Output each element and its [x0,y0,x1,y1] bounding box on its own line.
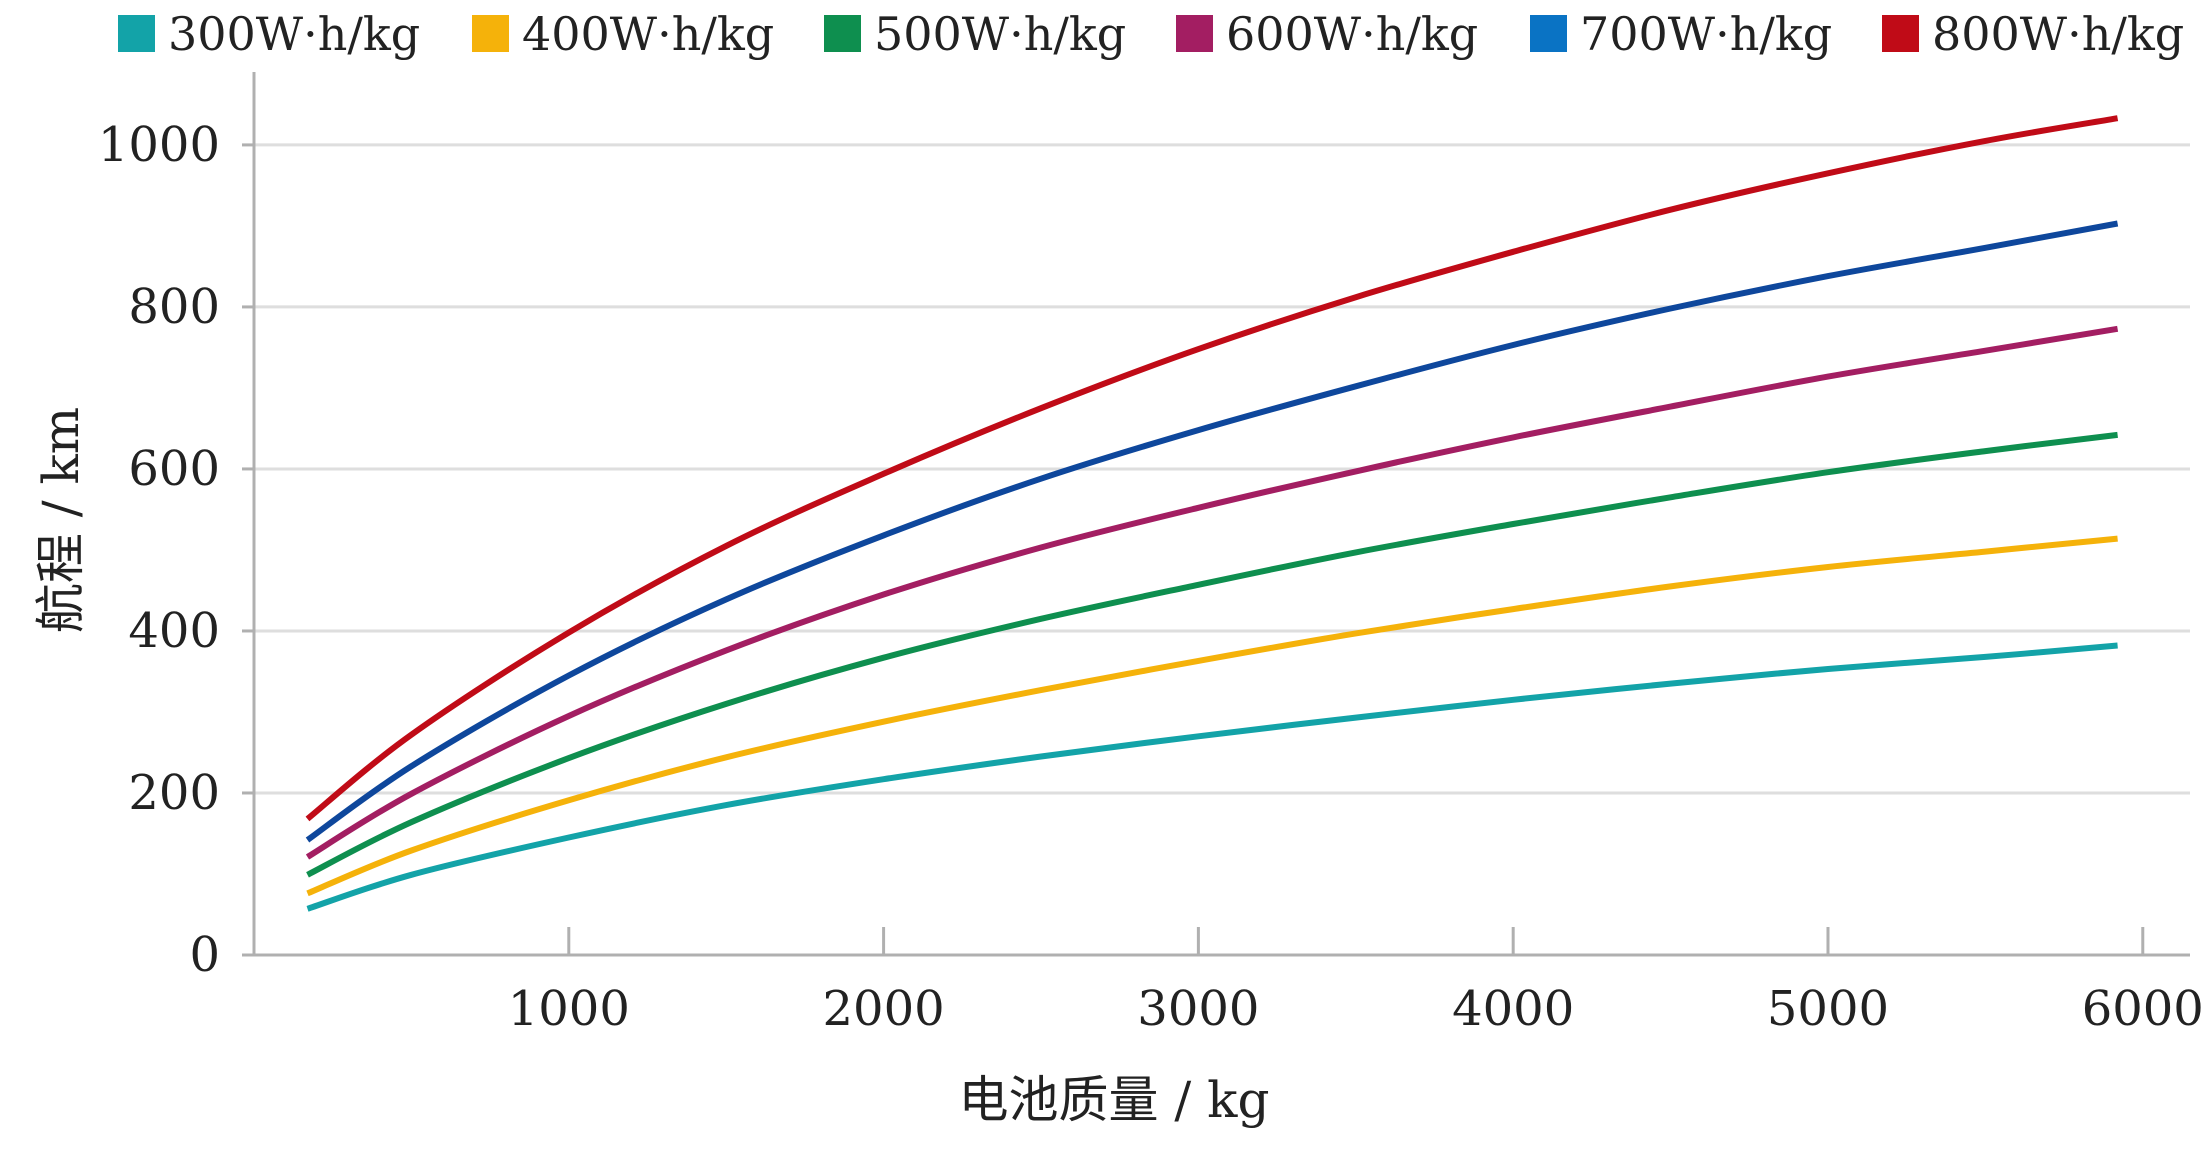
legend-label: 500W·h/kg [874,7,1126,61]
legend-label: 600W·h/kg [1226,7,1478,61]
legend-swatch [118,15,155,52]
gridlines [254,143,2190,795]
y-tick-label: 200 [128,765,220,821]
y-tick-label: 1000 [98,117,220,173]
legend-label: 300W·h/kg [168,7,420,61]
legend-item: 500W·h/kg [824,7,1126,61]
x-tick-label: 6000 [2082,981,2204,1037]
legend-item: 700W·h/kg [1530,7,1832,61]
legend-label: 700W·h/kg [1580,7,1832,61]
legend-label: 400W·h/kg [522,7,774,61]
x-tick-label: 2000 [823,981,945,1037]
legend-swatch [1882,15,1919,52]
legend-item: 600W·h/kg [1176,7,1478,61]
legend-item: 300W·h/kg [118,7,420,61]
legend-swatch [472,15,509,52]
legend-item: 800W·h/kg [1882,7,2184,61]
x-tick-label: 5000 [1767,981,1889,1037]
x-tick-label: 4000 [1452,981,1574,1037]
legend: 300W·h/kg 400W·h/kg 500W·h/kg 600W·h/kg 700W… [118,7,2184,61]
legend-item: 400W·h/kg [472,7,774,61]
y-axis-title: 航程 / km [32,407,90,633]
x-tick-label: 3000 [1137,981,1259,1037]
y-tick-label: 600 [128,441,220,497]
x-tick-label: 1000 [508,981,630,1037]
y-axis-ticks: 0 200 400 600 800 1000 [98,117,254,983]
legend-swatch [1176,15,1213,52]
x-axis-ticks: 1000 2000 3000 4000 5000 6000 [508,927,2204,1037]
y-tick-label: 400 [128,603,220,659]
series-line-600 [305,325,2119,860]
series-lines [305,115,2119,912]
legend-swatch [1530,15,1567,52]
series-line-400 [306,535,2118,897]
y-tick-label: 800 [128,279,220,335]
x-axis-title: 电池质量 / kg [959,1071,1270,1129]
series-line-300 [306,642,2118,912]
legend-swatch [824,15,861,52]
series-line-800 [305,115,2119,822]
axes [252,72,2190,957]
y-tick-label: 0 [189,927,220,983]
legend-label: 800W·h/kg [1932,7,2184,61]
series-line-700 [305,220,2119,843]
series-line-500 [306,431,2118,878]
